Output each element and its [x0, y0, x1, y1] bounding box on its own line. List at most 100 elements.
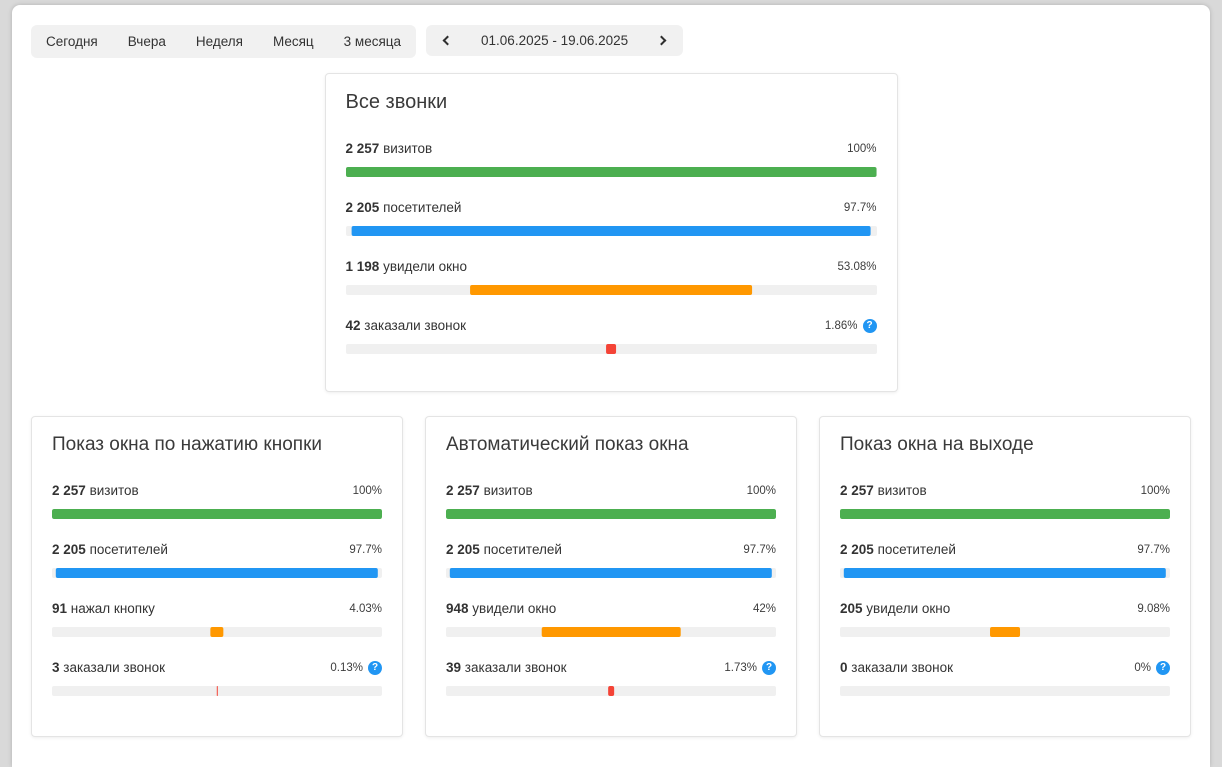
funnel-row-visits: 2 257 визитов 100%	[52, 483, 382, 519]
funnel-row-ordered-call: 39 заказали звонок 1.73%?	[446, 660, 776, 696]
chevron-right-icon	[657, 36, 667, 46]
funnel-row-ordered-call: 42 заказали звонок 1.86%?	[346, 318, 877, 354]
metric-value: 2 205	[346, 200, 380, 215]
percent: 42%	[753, 603, 776, 615]
metric-label: заказали звонок	[851, 660, 953, 675]
tab-month[interactable]: Месяц	[258, 25, 329, 58]
funnel-row-visits: 2 257 визитов 100%	[346, 141, 877, 177]
percent: 0.13%?	[330, 661, 382, 675]
percent-value: 100%	[747, 485, 776, 497]
percent-value: 53.08%	[837, 261, 876, 273]
funnel-row-saw-window: 948 увидели окно 42%	[446, 601, 776, 637]
funnel-row-saw-window: 1 198 увидели окно 53.08%	[346, 259, 877, 295]
progress-fill	[210, 627, 223, 637]
metric-label: посетителей	[878, 542, 956, 557]
help-icon[interactable]: ?	[863, 319, 877, 333]
metric-label: заказали звонок	[364, 318, 466, 333]
percent: 97.7%	[844, 202, 877, 214]
metric: 91 нажал кнопку	[52, 601, 155, 616]
help-icon[interactable]: ?	[368, 661, 382, 675]
percent-value: 100%	[847, 143, 876, 155]
cards-row: Показ окна по нажатию кнопки 2 257 визит…	[12, 416, 1210, 737]
metric: 42 заказали звонок	[346, 318, 467, 333]
help-icon[interactable]: ?	[762, 661, 776, 675]
progress-track	[446, 568, 776, 578]
help-icon[interactable]: ?	[1156, 661, 1170, 675]
card-all-calls: Все звонки 2 257 визитов 100% 2 205 посе…	[325, 73, 898, 392]
progress-fill	[542, 627, 681, 637]
progress-track	[346, 167, 877, 177]
progress-track	[840, 686, 1170, 696]
percent-value: 9.08%	[1137, 603, 1170, 615]
funnel-row-visits: 2 257 визитов 100%	[446, 483, 776, 519]
metric-label: посетителей	[484, 542, 562, 557]
card-title: Все звонки	[346, 91, 877, 114]
funnel-row-ordered-call: 3 заказали звонок 0.13%?	[52, 660, 382, 696]
funnel-row-visitors: 2 205 посетителей 97.7%	[840, 542, 1170, 578]
progress-fill	[840, 509, 1170, 519]
percent: 97.7%	[743, 544, 776, 556]
percent: 100%	[1141, 485, 1170, 497]
percent: 100%	[747, 485, 776, 497]
date-range-label[interactable]: 01.06.2025 - 19.06.2025	[481, 33, 628, 48]
card-title: Показ окна на выходе	[840, 434, 1170, 456]
metric-value: 2 205	[840, 542, 874, 557]
metric: 3 заказали звонок	[52, 660, 165, 675]
progress-track	[446, 627, 776, 637]
funnel-row-ordered-call: 0 заказали звонок 0%?	[840, 660, 1170, 696]
funnel-row-saw-window: 205 увидели окно 9.08%	[840, 601, 1170, 637]
metric-value: 205	[840, 601, 863, 616]
funnel-row-visitors: 2 205 посетителей 97.7%	[446, 542, 776, 578]
tab-today[interactable]: Сегодня	[31, 25, 113, 58]
percent-value: 97.7%	[349, 544, 382, 556]
metric: 1 198 увидели окно	[346, 259, 468, 274]
tab-yesterday[interactable]: Вчера	[113, 25, 181, 58]
progress-track	[52, 627, 382, 637]
metric-label: визитов	[383, 141, 432, 156]
metric-value: 2 257	[52, 483, 86, 498]
metric: 2 205 посетителей	[52, 542, 168, 557]
funnel-row-visitors: 2 205 посетителей 97.7%	[346, 200, 877, 236]
progress-fill	[352, 226, 871, 236]
percent-value: 4.03%	[349, 603, 382, 615]
toolbar: Сегодня Вчера Неделя Месяц 3 месяца 01.0…	[12, 25, 1210, 58]
progress-track	[346, 344, 877, 354]
date-preset-tabs: Сегодня Вчера Неделя Месяц 3 месяца	[31, 25, 416, 58]
metric-label: визитов	[90, 483, 139, 498]
metric-value: 2 257	[446, 483, 480, 498]
metric: 2 205 посетителей	[346, 200, 462, 215]
metric-label: увидели окно	[472, 601, 556, 616]
metric-value: 2 205	[446, 542, 480, 557]
percent: 100%	[847, 143, 876, 155]
date-next-button[interactable]	[654, 31, 669, 50]
metric-value: 0	[840, 660, 848, 675]
tab-3-months[interactable]: 3 месяца	[329, 25, 416, 58]
metric-value: 39	[446, 660, 461, 675]
funnel-row-clicked-button: 91 нажал кнопку 4.03%	[52, 601, 382, 637]
metric-value: 2 205	[52, 542, 86, 557]
percent-value: 42%	[753, 603, 776, 615]
metric-value: 2 257	[840, 483, 874, 498]
tab-week[interactable]: Неделя	[181, 25, 258, 58]
metric: 205 увидели окно	[840, 601, 950, 616]
metric-label: заказали звонок	[63, 660, 165, 675]
metric: 2 257 визитов	[52, 483, 139, 498]
progress-track	[446, 686, 776, 696]
progress-track	[840, 627, 1170, 637]
metric-value: 42	[346, 318, 361, 333]
metric-value: 91	[52, 601, 67, 616]
progress-fill	[990, 627, 1020, 637]
percent-value: 1.73%	[724, 662, 757, 674]
card-title: Автоматический показ окна	[446, 434, 776, 456]
card-title: Показ окна по нажатию кнопки	[52, 434, 382, 456]
percent: 0%?	[1134, 661, 1170, 675]
chevron-left-icon	[443, 36, 453, 46]
percent-value: 100%	[353, 485, 382, 497]
progress-fill	[844, 568, 1166, 578]
date-prev-button[interactable]	[440, 31, 455, 50]
date-range-picker: 01.06.2025 - 19.06.2025	[426, 25, 683, 56]
progress-fill	[52, 509, 382, 519]
metric-label: увидели окно	[866, 601, 950, 616]
card-automatic-display: Автоматический показ окна 2 257 визитов …	[425, 416, 797, 737]
metric: 2 257 визитов	[346, 141, 433, 156]
